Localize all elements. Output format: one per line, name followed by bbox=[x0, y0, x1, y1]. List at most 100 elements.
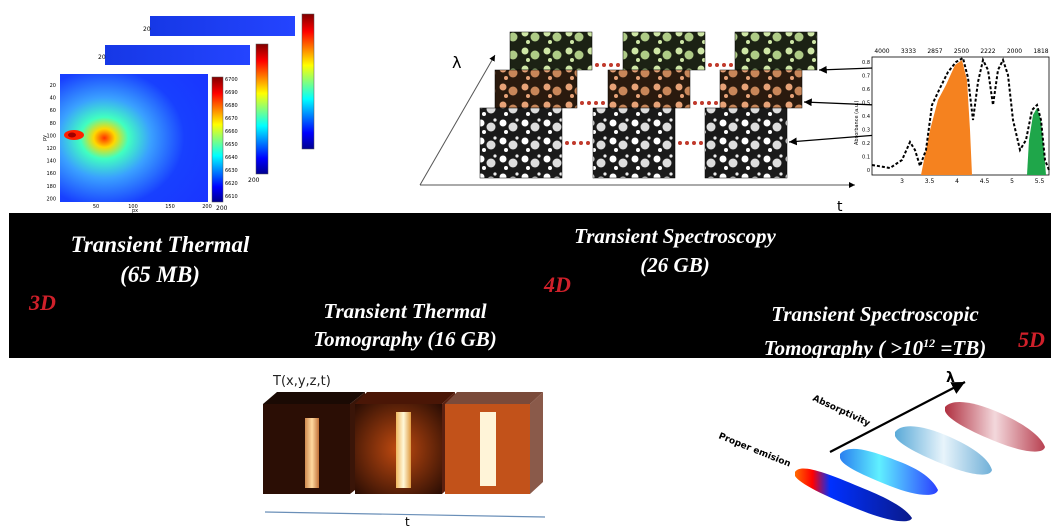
heatmap-x-tick: 200 bbox=[202, 204, 212, 210]
front-heatmap bbox=[60, 74, 208, 202]
spectrum-top-tick: 2857 bbox=[927, 48, 942, 55]
heatmap-y-tick: 20 bbox=[50, 83, 56, 89]
heatmap-x-ticks: 50 100 150 200 bbox=[93, 204, 212, 210]
colorbar-ticks: 6700 6690 6680 6670 6660 6650 6640 6630 6620 6610 bbox=[225, 77, 238, 200]
time-label: t bbox=[837, 199, 843, 213]
spectrum-left-tick: 0.4 bbox=[862, 114, 870, 120]
thermal-title-line1: Transient Thermal bbox=[70, 232, 250, 257]
dim-3d: 3D bbox=[29, 290, 56, 315]
colorbar-tick: 6700 bbox=[225, 77, 238, 83]
back-panel bbox=[150, 16, 295, 36]
spectrum-ylabel: Absorbance (a.u.) bbox=[854, 101, 860, 145]
spectrum-left-tick: 0 bbox=[867, 168, 870, 174]
heatmap-y-tick: 100 bbox=[46, 133, 56, 139]
ellipsis-dots bbox=[565, 63, 733, 145]
heatmap-x-tick: 50 bbox=[93, 204, 99, 210]
heatmap-xlabel: px bbox=[132, 208, 138, 213]
thermal-title-line2: (65 MB) bbox=[120, 262, 200, 287]
colorbar-tick: 6620 bbox=[225, 181, 238, 187]
spectroscopic-tomography-line2: Tomography ( >1012 =TB) bbox=[763, 336, 987, 360]
tomography-title-line1: Transient Thermal bbox=[323, 299, 487, 323]
spectrum-left-tick: 0.3 bbox=[862, 128, 870, 134]
orange-band bbox=[921, 60, 972, 175]
image-column-3 bbox=[704, 31, 818, 179]
colorbar-tick: 6680 bbox=[225, 103, 238, 109]
cube-label: T(x,y,z,t) bbox=[272, 374, 331, 389]
spectrum-left-tick: 0.2 bbox=[862, 141, 870, 147]
spectroscopy-panel: λ t 4000 3333 2857 2500 2222 2000 1818 3 3.5 4 4.… bbox=[419, 31, 1050, 213]
absorptivity-label: Absorptivity bbox=[811, 394, 872, 429]
heatmap-y-tick: 80 bbox=[50, 121, 56, 127]
tomography-title: Transient Thermal Tomography (16 GB) bbox=[300, 297, 510, 353]
emission-blob-3 bbox=[895, 426, 992, 475]
middle-colorbar bbox=[255, 43, 269, 175]
colorbar-tick: 6670 bbox=[225, 116, 238, 122]
spectroscopic-tomography-line1: Transient Spectroscopic bbox=[771, 302, 979, 326]
emission-blob-1 bbox=[795, 468, 912, 522]
spectroscopy-title-line1: Transient Spectroscopy bbox=[574, 224, 776, 248]
spectrum-top-tick: 4000 bbox=[874, 48, 889, 55]
colorbar-tick: 6640 bbox=[225, 155, 238, 161]
proper-emision-label: Proper emision bbox=[717, 432, 792, 470]
image-column-2 bbox=[592, 31, 706, 179]
spectroscopy-title-line2: (26 GB) bbox=[640, 253, 710, 277]
spectrum-left-axis: 0 0.1 0.2 0.3 0.4 0.5 0.6 0.7 0.8 bbox=[862, 60, 870, 174]
spectroscopy-title: Transient Spectroscopy (26 GB) bbox=[540, 222, 810, 280]
heatmap-y-tick: 120 bbox=[46, 146, 56, 152]
spectrum-bottom-tick: 3 bbox=[900, 178, 904, 185]
heatmap-y-ticks: 20 40 60 80 100 120 140 160 180 200 bbox=[46, 83, 56, 202]
dim-4d: 4D bbox=[544, 272, 571, 297]
cube-time-label: t bbox=[405, 515, 410, 528]
heatmap-y-tick: 180 bbox=[46, 184, 56, 190]
colorbar-bottom-label: 200 bbox=[248, 177, 260, 184]
spectrum-line bbox=[871, 56, 1050, 171]
middle-panel-tick: 20 bbox=[98, 54, 106, 61]
emission-blob-2 bbox=[840, 448, 938, 495]
spectroscopic-tomography-title: Transient Spectroscopic Tomography ( >10… bbox=[750, 300, 1000, 363]
spectrum-top-tick: 2500 bbox=[954, 48, 969, 55]
spectrum-bottom-tick: 4.5 bbox=[980, 178, 990, 185]
lambda-label: λ bbox=[452, 53, 461, 72]
heatmap-y-tick: 60 bbox=[50, 108, 56, 114]
heatmap-x-tick: 150 bbox=[165, 204, 175, 210]
thermal-heatmap-stack: 20 20 20 40 60 80 100 120 140 160 180 200 50 100 15… bbox=[42, 13, 315, 213]
heatmap-x-tick: 100 bbox=[128, 204, 138, 210]
spectrum-top-tick: 1818 bbox=[1033, 48, 1048, 55]
thermal-title: Transient Thermal (65 MB) bbox=[50, 230, 270, 290]
emission-panel: λ Absorptivity Proper emision bbox=[717, 370, 1045, 522]
heatmap-y-tick: 40 bbox=[50, 96, 56, 102]
emission-blob-4 bbox=[945, 402, 1045, 452]
spectrum-top-axis: 4000 3333 2857 2500 2222 2000 1818 bbox=[874, 48, 1048, 55]
dim-5d: 5D bbox=[1018, 327, 1045, 352]
spectrum-bottom-axis: 3 3.5 4 4.5 5 5.5 bbox=[900, 178, 1044, 185]
middle-panel bbox=[105, 45, 250, 65]
colorbar-tick: 6630 bbox=[225, 168, 238, 174]
svg-text:200: 200 bbox=[216, 205, 228, 212]
back-colorbar bbox=[301, 13, 315, 150]
tomography-title-line2: Tomography (16 GB) bbox=[313, 327, 497, 351]
spectrum-top-tick: 3333 bbox=[901, 48, 916, 55]
tomography-cubes: T(x,y,z,t) t bbox=[263, 374, 546, 528]
colorbar-tick: 6660 bbox=[225, 129, 238, 135]
spectrum-bottom-tick: 4 bbox=[955, 178, 959, 185]
spectrum-left-tick: 0.5 bbox=[862, 101, 870, 107]
colorbar-tick: 6650 bbox=[225, 142, 238, 148]
spectrum-left-tick: 0.8 bbox=[862, 60, 870, 66]
back-panel-tick: 20 bbox=[143, 26, 151, 33]
heatmap-y-tick: 200 bbox=[46, 196, 56, 202]
colorbar-tick: 6610 bbox=[225, 194, 238, 200]
spectrum-left-tick: 0.1 bbox=[862, 155, 870, 161]
spectrum-bottom-tick: 5.5 bbox=[1035, 178, 1045, 185]
title-band bbox=[9, 213, 1051, 358]
spectrum-bottom-tick: 5 bbox=[1010, 178, 1014, 185]
image-column-1 bbox=[479, 31, 593, 179]
spectrum-left-tick: 0.7 bbox=[862, 74, 870, 80]
heatmap-ylabel: py bbox=[42, 135, 48, 141]
colorbar-tick: 6690 bbox=[225, 90, 238, 96]
spectrum-top-tick: 2222 bbox=[980, 48, 995, 55]
heatmap-y-tick: 160 bbox=[46, 171, 56, 177]
heatmap-y-tick: 140 bbox=[46, 159, 56, 165]
spectrum-bottom-tick: 3.5 bbox=[925, 178, 935, 185]
spectrum-left-tick: 0.6 bbox=[862, 87, 870, 93]
emission-lambda: λ bbox=[946, 370, 955, 386]
